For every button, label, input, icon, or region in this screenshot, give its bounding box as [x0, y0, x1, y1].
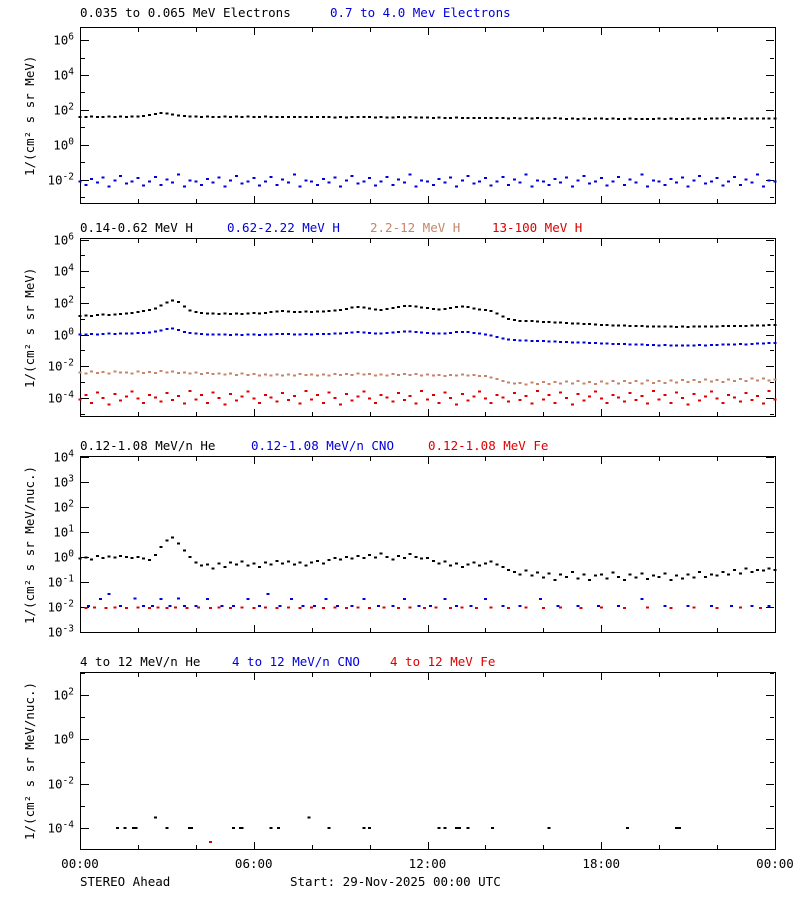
panel-4-title-he: 4 to 12 MeV/n He — [80, 654, 201, 669]
x-tick-label: 00:00 — [61, 856, 99, 871]
x-tick-label: 06:00 — [235, 856, 273, 871]
panel-1-title: 0.035 to 0.065 MeV Electrons 0.7 to 4.0 … — [0, 5, 800, 20]
y-tick-label: 10-4 — [47, 390, 74, 406]
panel-2-title-h2: 0.62-2.22 MeV H — [227, 220, 340, 235]
y-tick-label: 10-2 — [47, 599, 74, 615]
panel-1-series-blue — [78, 173, 777, 188]
panel-3-series-red — [84, 606, 762, 609]
y-tick-label: 103 — [53, 474, 74, 490]
y-tick-label: 100 — [53, 137, 74, 153]
y-tick-label: 102 — [53, 687, 74, 703]
panel-1-title-electrons-low: 0.035 to 0.065 MeV Electrons — [80, 5, 291, 20]
panel-4-series-red — [208, 841, 212, 843]
panel-4-title-cno: 4 to 12 MeV/n CNO — [232, 654, 360, 669]
y-tick-label: 10-2 — [47, 172, 74, 188]
y-tick-label: 10-4 — [47, 820, 74, 836]
y-tick-label: 100 — [53, 731, 74, 747]
y-tick-label: 104 — [53, 67, 74, 83]
panel-3-series-blue — [87, 593, 771, 607]
panel-3-series-black — [78, 536, 777, 581]
panel-2-series-tan — [78, 370, 777, 386]
y-tick-label: 10-3 — [47, 624, 74, 640]
panel-4-y-unit-label: 1/(cm² s sr MeV/nuc.) — [22, 681, 37, 841]
y-tick-label: 10-2 — [47, 776, 74, 792]
x-tick-label: 12:00 — [409, 856, 447, 871]
panel-2-title-h1: 0.14-0.62 MeV H — [80, 220, 193, 235]
panel-3-title-fe: 0.12-1.08 MeV Fe — [428, 438, 549, 453]
panel-1-series-black — [78, 112, 777, 121]
x-tick-label: 00:00 — [756, 856, 794, 871]
panel-3-title: 0.12-1.08 MeV/n He 0.12-1.08 MeV/n CNO 0… — [0, 438, 800, 453]
x-tick-label: 18:00 — [582, 856, 620, 871]
y-tick-label: 10-2 — [47, 358, 74, 374]
y-tick-label: 102 — [53, 102, 74, 118]
panel-4-title: 4 to 12 MeV/n He 4 to 12 MeV/n CNO 4 to … — [0, 654, 800, 669]
y-tick-label: 101 — [53, 524, 74, 540]
panel-2-series-black — [78, 299, 777, 328]
start-time-label: Start: 29-Nov-2025 00:00 UTC — [290, 874, 501, 889]
panel-4-series-black — [116, 816, 681, 829]
spacecraft-label: STEREO Ahead — [80, 874, 171, 889]
y-tick-label: 102 — [53, 499, 74, 515]
y-tick-label: 104 — [53, 263, 74, 279]
panel-2-title-h3: 2.2-12 MeV H — [370, 220, 461, 235]
y-tick-label: 100 — [53, 549, 74, 565]
panel-3-title-he: 0.12-1.08 MeV/n He — [80, 438, 216, 453]
panel-2-series-blue — [78, 327, 777, 347]
panel-2-series-red — [78, 389, 777, 406]
panel-2-title-h4: 13-100 MeV H — [492, 220, 583, 235]
panel-3-title-cno: 0.12-1.08 MeV/n CNO — [251, 438, 394, 453]
panel-4-title-fe: 4 to 12 MeV Fe — [390, 654, 496, 669]
panel-3-y-unit-label: 1/(cm² s sr MeV/nuc.) — [22, 465, 37, 624]
panel-2-title: 0.14-0.62 MeV H 0.62-2.22 MeV H 2.2-12 M… — [0, 220, 800, 235]
panel-1-title-electrons-high: 0.7 to 4.0 Mev Electrons — [330, 5, 511, 20]
y-tick-label: 106 — [53, 32, 74, 48]
panel-1-y-unit-label: 1/(cm² s sr MeV) — [22, 55, 37, 176]
panel-1: 106 104 102 100 10-2 — [47, 27, 777, 204]
y-tick-label: 10-1 — [47, 574, 74, 590]
panel-2-y-unit-label: 1/(cm² s sr MeV) — [22, 267, 37, 388]
y-tick-label: 100 — [53, 327, 74, 343]
panel-4: 102 100 10-2 10-4 00:00 06:00 12:00 18:00 00:00 — [47, 672, 794, 871]
y-tick-label: 102 — [53, 295, 74, 311]
